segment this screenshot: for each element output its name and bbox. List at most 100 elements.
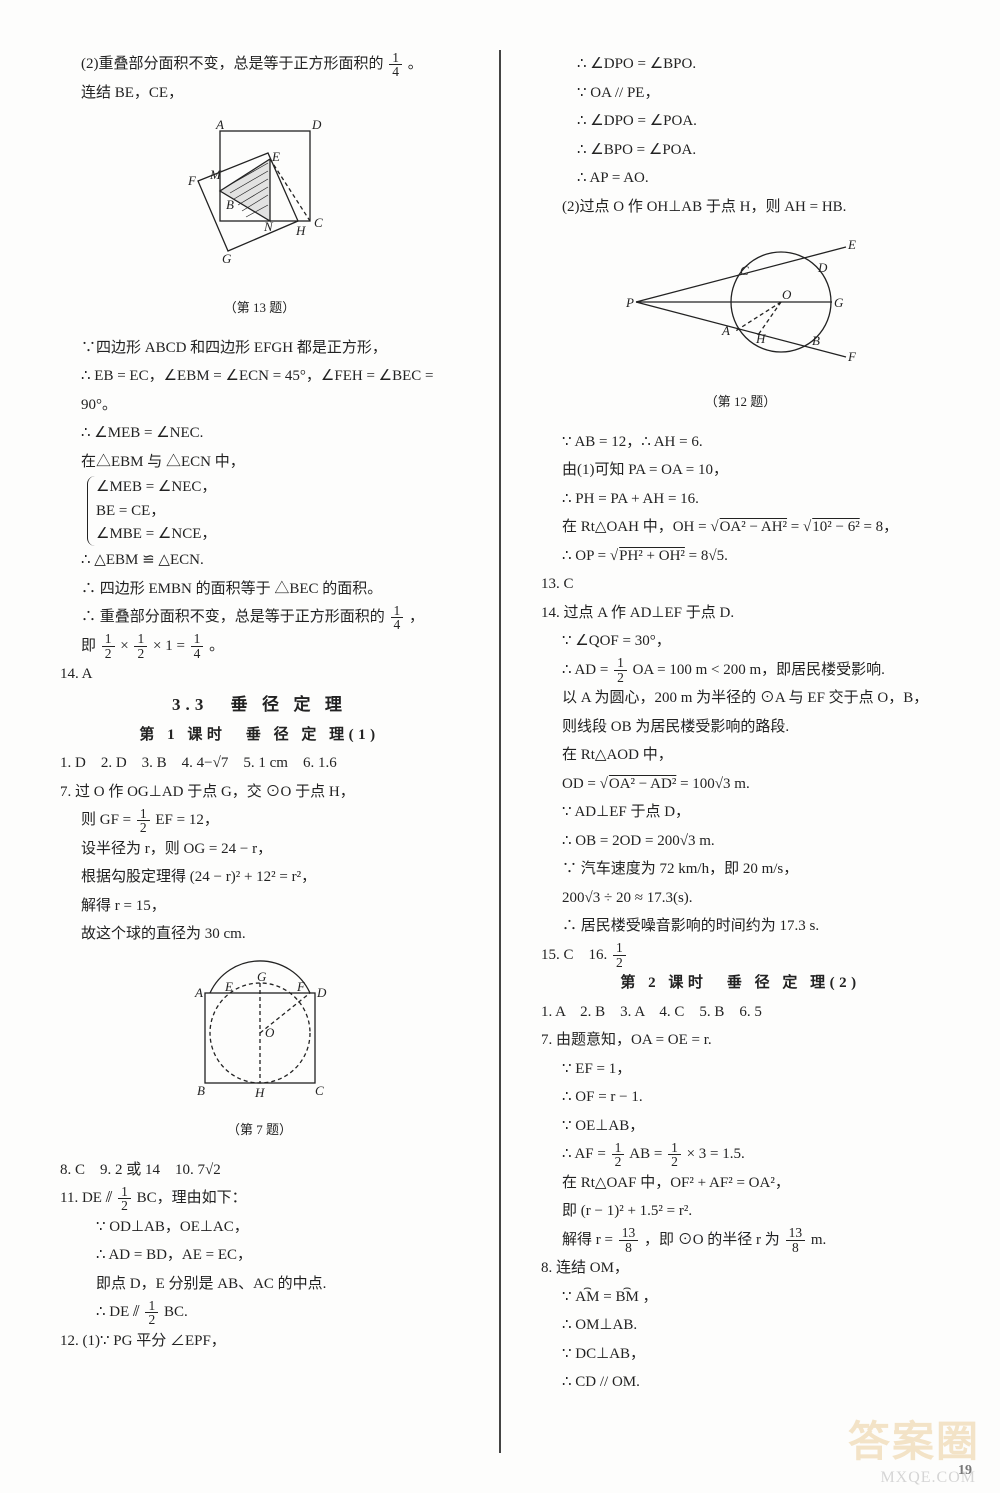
figure-13: A D E M F B N C H G (60, 113, 459, 283)
text-line: 连结 BE，CE， (60, 79, 459, 108)
answer-line: 15. C 16. 12 (541, 941, 940, 970)
text-line: ∵ EF = 1， (541, 1055, 940, 1084)
figure-7: A E G F D O B H C (60, 955, 459, 1105)
answer-row: 1. A 2. B 3. A 4. C 5. B 6. 5 (541, 998, 940, 1027)
text: 。 (408, 56, 423, 72)
page: (2)重叠部分面积不变，总是等于正方形面积的 14 。 连结 BE，CE， (0, 0, 1000, 1493)
text-line: ∴ AP = AO. (541, 164, 940, 193)
svg-text:E: E (847, 237, 856, 252)
page-number: 19 (958, 1463, 972, 1479)
text-line: ∴ 居民楼受噪音影响的时间约为 17.3 s. (541, 912, 940, 941)
text-line: 7. 由题意知，OA = OE = r. (541, 1026, 940, 1055)
svg-text:B: B (197, 1083, 205, 1098)
lesson-1-title: 第 1 课时 垂 径 定 理(1) (60, 721, 459, 750)
svg-text:B: B (226, 197, 234, 212)
text-line: 在 Rt△OAH 中，OH = √OA² − AH² = √10² − 6² =… (541, 513, 940, 542)
text-line: ∵ 汽车速度为 72 km/h，即 20 m/s， (541, 855, 940, 884)
text-line: ∴ DE ⫽ 12 BC. (60, 1298, 459, 1327)
fraction-1-4: 14 (387, 51, 404, 79)
text-line: ∴ OM⊥AB. (541, 1311, 940, 1340)
text-line: (2)重叠部分面积不变，总是等于正方形面积的 14 。 (60, 50, 459, 79)
text-line: 8. 连结 OM， (541, 1254, 940, 1283)
svg-text:F: F (296, 979, 306, 994)
svg-text:H: H (254, 1085, 265, 1100)
text-line: ∵ OA // PE， (541, 79, 940, 108)
text-line: 7. 过 O 作 OG⊥AD 于点 G，交 ⊙O 于点 H， (60, 778, 459, 807)
figure-13-svg: A D E M F B N C H G (160, 113, 360, 283)
svg-text:C: C (314, 215, 323, 230)
two-column-layout: (2)重叠部分面积不变，总是等于正方形面积的 14 。 连结 BE，CE， (60, 50, 940, 1453)
figure-13-caption: （第 13 题） (60, 296, 459, 321)
sys-row: BE = CE， (96, 500, 216, 523)
text-line: ∴ ∠DPO = ∠POA. (541, 107, 940, 136)
answer-row: 8. C 9. 2 或 14 10. 7√2 (60, 1156, 459, 1185)
left-column: (2)重叠部分面积不变，总是等于正方形面积的 14 。 连结 BE，CE， (60, 50, 459, 1453)
text-line: ∵ AM = BM ， (541, 1283, 940, 1312)
svg-text:D: D (817, 260, 828, 275)
text-line: ∴ PH = PA + AH = 16. (541, 485, 940, 514)
text-line: ∵ OE⊥AB， (541, 1112, 940, 1141)
text-line: ∴ 四边形 EMBN 的面积等于 △BEC 的面积。 (60, 575, 459, 604)
text-line: 解得 r = 138 ，即 ⊙O 的半径 r 为 138 m. (541, 1226, 940, 1255)
text-line: ∵ OD⊥AB，OE⊥AC， (60, 1213, 459, 1242)
text-line: (2)过点 O 作 OH⊥AB 于点 H，则 AH = HB. (541, 193, 940, 222)
text-line: 即 12 × 12 × 1 = 14 。 (60, 632, 459, 661)
text-line: 以 A 为圆心，200 m 为半径的 ⊙A 与 EF 交于点 O，B， (541, 684, 940, 713)
text-line: 即 (r − 1)² + 1.5² = r². (541, 1197, 940, 1226)
text-line: ∴ AD = 12 OA = 100 m < 200 m，即居民楼受影响. (541, 656, 940, 685)
text-line: 则 GF = 12 EF = 12， (60, 806, 459, 835)
equation-system: ∠MEB = ∠NEC， BE = CE， ∠MBE = ∠NCE， (60, 476, 459, 546)
text-line: ∵ ∠QOF = 30°， (541, 627, 940, 656)
svg-text:O: O (782, 287, 792, 302)
svg-text:P: P (625, 295, 634, 310)
answer-row: 1. D 2. D 3. B 4. 4−√7 5. 1 cm 6. 1.6 (60, 749, 459, 778)
text-line: ∴ △EBM ≌ △ECN. (60, 546, 459, 575)
text-line: 由(1)可知 PA = OA = 10， (541, 456, 940, 485)
text-line: ∴ OB = 2OD = 200√3 m. (541, 827, 940, 856)
text-line: ∵ AD⊥EF 于点 D， (541, 798, 940, 827)
text-line: 在△EBM 与 △ECN 中， (60, 448, 459, 477)
svg-text:C: C (740, 263, 749, 278)
text-line: ∴ ∠MEB = ∠NEC. (60, 419, 459, 448)
text-line: ∵ DC⊥AB， (541, 1340, 940, 1369)
svg-text:E: E (224, 979, 233, 994)
text-line: ∴ AF = 12 AB = 12 × 3 = 1.5. (541, 1140, 940, 1169)
text-line: ∴ AD = BD，AE = EC， (60, 1241, 459, 1270)
text: (2)重叠部分面积不变，总是等于正方形面积的 (81, 56, 384, 72)
svg-text:G: G (222, 251, 232, 266)
figure-7-svg: A E G F D O B H C (165, 955, 355, 1105)
svg-text:F: F (187, 173, 197, 188)
svg-text:A: A (215, 117, 224, 132)
text-line: ∴ OF = r − 1. (541, 1083, 940, 1112)
text-line: 12. (1)∵ PG 平分 ∠EPF， (60, 1327, 459, 1356)
figure-12-svg: P C D E O G A H B F (616, 227, 866, 377)
svg-text:G: G (257, 969, 267, 984)
svg-text:D: D (316, 985, 327, 1000)
text-line: ∴ 重叠部分面积不变，总是等于正方形面积的 14 ， (60, 603, 459, 632)
figure-12-caption: （第 12 题） (541, 390, 940, 415)
text-line: 设半径为 r，则 OG = 24 − r， (60, 835, 459, 864)
svg-text:E: E (271, 149, 280, 164)
column-divider (499, 50, 501, 1453)
svg-text:A: A (194, 985, 203, 1000)
text-line: ∴ ∠BPO = ∠POA. (541, 136, 940, 165)
text-line: 11. DE ⫽ 12 BC，理由如下： (60, 1184, 459, 1213)
text-line: ∴ ∠DPO = ∠BPO. (541, 50, 940, 79)
answer-line: 13. C (541, 570, 940, 599)
text-line: 根据勾股定理得 (24 − r)² + 12² = r²， (60, 863, 459, 892)
figure-7-caption: （第 7 题） (60, 1118, 459, 1143)
text-line: ∵四边形 ABCD 和四边形 EFGH 都是正方形， (60, 334, 459, 363)
svg-text:H: H (295, 223, 306, 238)
svg-text:A: A (721, 323, 730, 338)
text-line: OD = √OA² − AD² = 100√3 m. (541, 770, 940, 799)
right-column: ∴ ∠DPO = ∠BPO. ∵ OA // PE， ∴ ∠DPO = ∠POA… (541, 50, 940, 1453)
answer-line: 14. A (60, 660, 459, 689)
text-line: 200√3 ÷ 20 ≈ 17.3(s). (541, 884, 940, 913)
svg-text:C: C (315, 1083, 324, 1098)
svg-text:G: G (834, 295, 844, 310)
text-line: 则线段 OB 为居民楼受影响的路段. (541, 713, 940, 742)
svg-text:B: B (812, 333, 820, 348)
section-title-3-3: 3.3 垂 径 定 理 (60, 689, 459, 721)
svg-text:O: O (265, 1025, 275, 1040)
text-line: 在 Rt△OAF 中，OF² + AF² = OA²， (541, 1169, 940, 1198)
